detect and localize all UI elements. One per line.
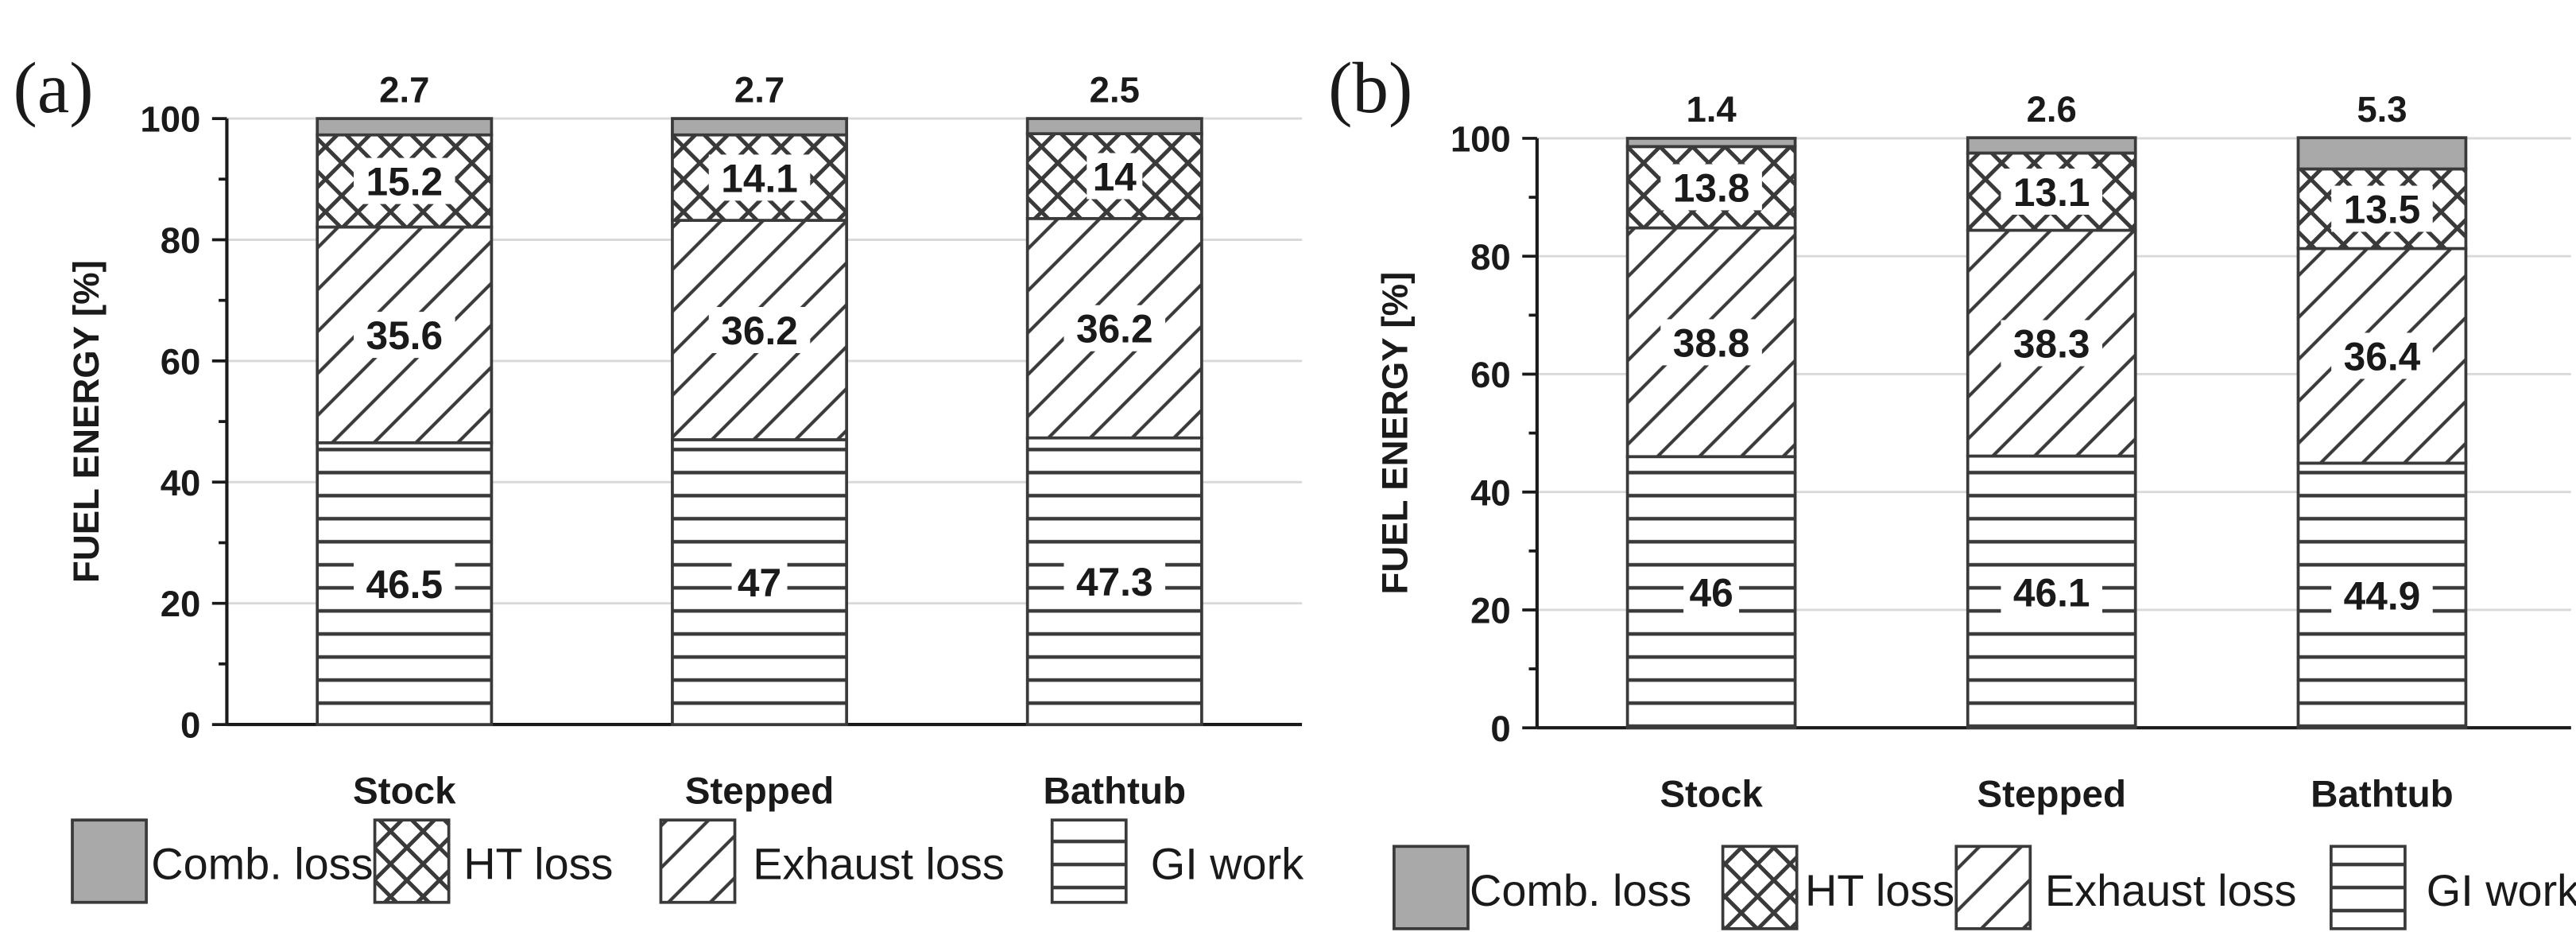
data-label-background (731, 559, 788, 606)
data-label: 13.1 (2013, 170, 2090, 215)
data-label-background (2001, 320, 2103, 367)
data-label: 14.1 (721, 156, 798, 200)
legend-swatch (1050, 818, 1128, 904)
data-label-background (2331, 185, 2433, 232)
y-tick-label: 60 (161, 341, 201, 382)
data-label: 13.8 (1673, 165, 1750, 210)
x-category-label: Stock (1660, 774, 1763, 816)
data-label-background (2001, 169, 2103, 216)
data-label-background (354, 157, 455, 204)
data-label-background (1683, 569, 1740, 616)
legend-label: Comb. loss (151, 839, 373, 889)
data-label: 47 (738, 561, 781, 605)
y-tick-label: 80 (1470, 237, 1511, 278)
legend-swatch (659, 818, 737, 904)
x-category-label: Stock (353, 770, 456, 812)
data-label: 46.5 (366, 562, 443, 607)
bar-top-label: 2.7 (734, 69, 784, 110)
bar-top-label: 2.5 (1090, 69, 1140, 110)
bar-segment-gi-work (2296, 461, 2468, 730)
y-tick-label: 60 (1470, 355, 1511, 395)
data-label: 36.2 (1076, 307, 1153, 351)
panel-label: (a) (14, 48, 94, 128)
legend-label: GI work (2427, 865, 2576, 915)
y-tick-label: 100 (140, 99, 200, 140)
x-category-label: Bathtub (2311, 774, 2454, 816)
data-label: 14 (1093, 154, 1137, 199)
panel-label: (b) (1328, 48, 1412, 128)
legend-label: HT loss (1805, 865, 1954, 915)
bar-segment-comb-loss (671, 117, 849, 137)
data-label-background (708, 307, 811, 354)
legend-label: GI work (1151, 839, 1304, 889)
legend-swatch (1721, 845, 1799, 930)
data-label: 46 (1689, 571, 1733, 616)
legend-swatch (2329, 845, 2407, 930)
data-label: 35.6 (366, 313, 443, 358)
data-label-background (1063, 305, 1166, 351)
x-category-label: Stepped (1977, 774, 2126, 816)
y-tick-label: 100 (1451, 118, 1511, 159)
data-label: 38.3 (2013, 321, 2090, 366)
bar-segment-comb-loss (2296, 136, 2468, 171)
bar-segment-comb-loss (316, 117, 494, 137)
y-tick-label: 20 (1470, 591, 1511, 631)
y-tick-label: 40 (161, 463, 201, 503)
data-label-background (354, 312, 455, 359)
panel-a: (a) 0 20 40 60 80 100 FUEL ENERGY [%] 46.5 35.6 15… (14, 48, 1304, 904)
data-label-background (2331, 332, 2433, 379)
bar-top-label: 2.7 (379, 69, 429, 110)
data-label-background (2331, 572, 2433, 619)
legend-label: Comb. loss (1470, 865, 1691, 915)
bar-segment-exhaust-loss (1625, 226, 1797, 459)
data-label: 46.1 (2013, 570, 2090, 615)
x-category-label: Bathtub (1043, 770, 1186, 812)
bar-top-label: 2.6 (2027, 89, 2077, 130)
y-tick-label: 20 (161, 584, 201, 624)
data-label-background (354, 560, 455, 607)
data-label: 36.2 (721, 309, 798, 353)
legend-label: Exhaust loss (2045, 865, 2297, 915)
y-axis-title: FUEL ENERGY [%] (1374, 272, 1415, 595)
data-label: 13.5 (2344, 187, 2421, 231)
data-label: 38.8 (1673, 320, 1750, 365)
bar-segment-comb-loss (1025, 117, 1203, 136)
data-label-background (1087, 153, 1143, 200)
data-label: 15.2 (366, 159, 443, 204)
x-category-label: Stepped (685, 770, 835, 812)
legend-label: HT loss (463, 839, 613, 889)
data-label-background (2001, 569, 2103, 616)
data-label: 47.3 (1076, 560, 1153, 604)
y-tick-label: 80 (161, 220, 201, 261)
y-tick-label: 0 (180, 705, 200, 746)
data-label-background (1660, 164, 1762, 211)
bar-top-label: 5.3 (2357, 89, 2407, 130)
legend-swatch (373, 818, 451, 904)
y-tick-label: 0 (1490, 709, 1510, 749)
legend-label: Exhaust loss (753, 839, 1005, 889)
bar-segment-comb-loss (1625, 137, 1797, 149)
legend-swatch (71, 818, 148, 904)
data-label-background (1660, 319, 1762, 366)
data-label: 36.4 (2344, 334, 2421, 379)
data-label-background (1063, 557, 1166, 604)
data-label-background (708, 154, 811, 201)
y-axis-title: FUEL ENERGY [%] (66, 260, 107, 583)
legend-swatch (1954, 845, 2032, 930)
data-label: 44.9 (2344, 574, 2421, 619)
legend-swatch (1393, 845, 1470, 930)
bar-top-label: 1.4 (1686, 89, 1737, 130)
bar-segment-comb-loss (1966, 136, 2137, 155)
panel-b: (b) 0 20 40 60 80 100 FUEL ENERGY [%] 46 38.8 13.8… (1328, 48, 2576, 930)
y-tick-label: 40 (1470, 472, 1511, 513)
